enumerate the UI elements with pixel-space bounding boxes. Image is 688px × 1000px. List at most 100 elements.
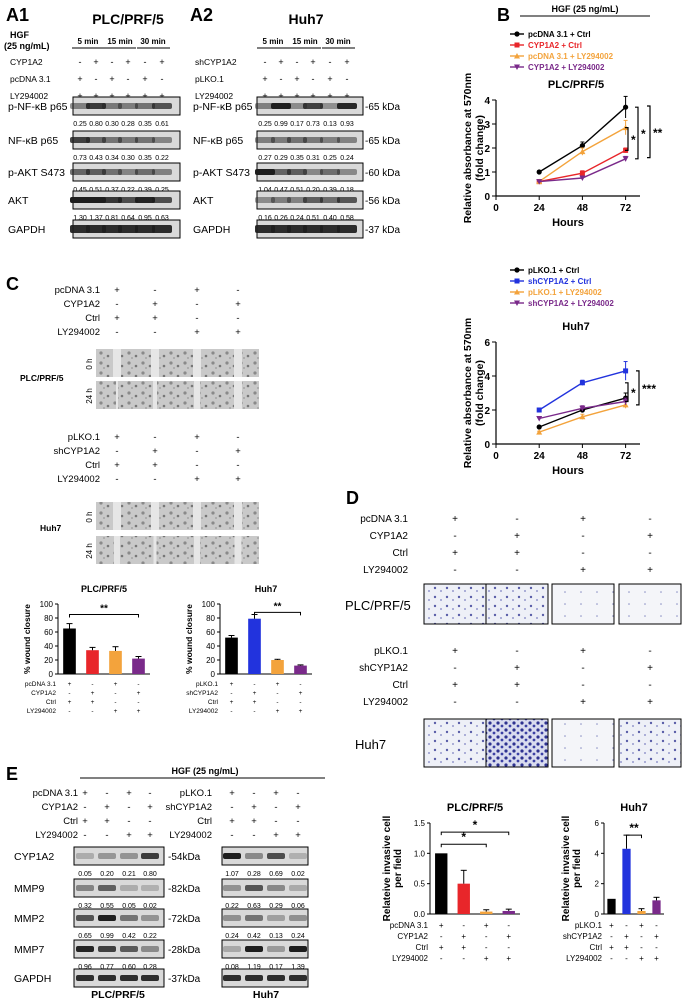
sign: - (625, 954, 628, 963)
treatment-label: Ctrl (197, 816, 212, 827)
sign: - (137, 699, 139, 706)
sign: + (654, 932, 659, 941)
sign: - (230, 690, 232, 697)
quant-value: 0.29 (274, 155, 288, 162)
treatment-label: LY294002 (566, 954, 602, 963)
significance-bracket (636, 370, 640, 406)
blot-label: GAPDH (193, 224, 230, 236)
sign: - (144, 57, 147, 67)
sign: + (262, 91, 267, 101)
blot-band (120, 975, 138, 981)
blot-band (135, 225, 155, 233)
sign: + (126, 830, 132, 841)
sign: - (640, 943, 643, 952)
sign: - (485, 943, 488, 952)
y-tick-label: 100 (40, 600, 54, 609)
sign: - (453, 565, 456, 576)
quant-value: 0.63 (155, 215, 169, 222)
panel-d: pcDNA 3.1 + - + -CYP1A2- + - +Ctrl + + - -LY294002-… (345, 514, 682, 963)
invasion-image (423, 718, 487, 768)
marker-triangle (579, 413, 586, 420)
bar (294, 665, 307, 674)
treatment-label: LY294002 (363, 697, 408, 708)
quant-value: 0.22 (155, 155, 169, 162)
sign: + (235, 474, 241, 485)
significance-label: ** (653, 126, 663, 140)
blot-band (245, 975, 263, 981)
y-tick-label: 100 (202, 600, 216, 609)
significance-label: * (631, 386, 636, 400)
line-chart: 0 1 2 3 4 0 24 48 72 Hours Relative absorbance at … (462, 73, 663, 229)
blot-band (271, 103, 291, 109)
sign: - (485, 932, 488, 941)
significance-label: * (461, 830, 466, 844)
y-axis-label: per field (572, 849, 583, 888)
quant-value: 0.17 (290, 121, 304, 128)
treatment-label: CYP1A2 (42, 802, 78, 813)
kda-label: -60 kDa (365, 168, 400, 179)
treatment-label: CYP1A2 (370, 531, 409, 542)
y-axis-label: Relateive invasive cell (561, 815, 572, 921)
quant-value: 0.42 (122, 933, 136, 940)
bar (607, 898, 616, 914)
blot-band (98, 975, 116, 981)
y-tick-label: 1.0 (414, 849, 426, 858)
blot-label: p-AKT S473 (8, 167, 65, 179)
sign: - (195, 299, 198, 310)
y-tick-label: 4 (484, 96, 490, 107)
marker-square (579, 380, 585, 386)
kda-label: -37kDa (168, 974, 201, 985)
invasion-image (618, 583, 682, 625)
quant-value: 0.27 (258, 155, 272, 162)
x-axis-label: Hours (552, 217, 584, 229)
wound-gap (151, 502, 159, 530)
sign: - (195, 460, 198, 471)
blot-band (255, 197, 275, 203)
quant-value: 0.80 (143, 871, 157, 878)
chart-title: PLC/PRF/5 (548, 79, 604, 91)
x-tick-label: 72 (620, 203, 632, 214)
quant-value: 0.34 (105, 155, 119, 162)
sign: - (252, 788, 255, 799)
sign: - (296, 816, 299, 827)
sign: - (640, 932, 643, 941)
sign: + (194, 327, 200, 338)
wound-gap (153, 536, 157, 564)
quant-value: 0.31 (306, 155, 320, 162)
panel-a1-blot: PLC/PRF/5 5 min 15 min 30 min CYP1A2 - + - + - + pc… (8, 11, 181, 239)
legend-label: CYP1A2 + LY294002 (528, 63, 605, 72)
sign: + (109, 74, 114, 84)
quant-value: 0.95 (138, 215, 152, 222)
blot-band (152, 225, 172, 233)
sign: + (82, 788, 88, 799)
blot-band (289, 853, 307, 859)
sign: + (229, 816, 235, 827)
treatment-label: CYP1A2 (10, 57, 43, 67)
quant-value: 0.28 (121, 121, 135, 128)
chart-title: PLC/PRF/5 (447, 802, 503, 814)
sign: - (114, 699, 116, 706)
sign: - (230, 708, 232, 715)
sign: - (515, 697, 518, 708)
treatment-label: pLKO.1 (68, 432, 100, 443)
y-tick-label: 6 (595, 819, 600, 828)
sign: - (115, 299, 118, 310)
sign: + (126, 788, 132, 799)
blot-band (152, 169, 172, 175)
sign: - (68, 690, 70, 697)
treatment-label: CYP1A2 (397, 932, 428, 941)
quant-value: 0.55 (100, 903, 114, 910)
sign: + (294, 91, 299, 101)
bar (652, 900, 661, 914)
y-tick-label: 20 (206, 656, 215, 665)
quant-value: 0.02 (291, 871, 305, 878)
marker-circle (514, 31, 520, 37)
sign: + (327, 91, 332, 101)
marker-triangle (536, 429, 543, 435)
treatment-label: LY294002 (57, 327, 100, 338)
blot-band (102, 197, 122, 203)
sign: + (294, 74, 299, 84)
quant-value: 0.99 (100, 933, 114, 940)
blot-band (337, 103, 357, 109)
bar-chart: 0.0 0.5 1.0 1.5 PLC/PRF/5 Relateive invasive … (382, 802, 520, 963)
